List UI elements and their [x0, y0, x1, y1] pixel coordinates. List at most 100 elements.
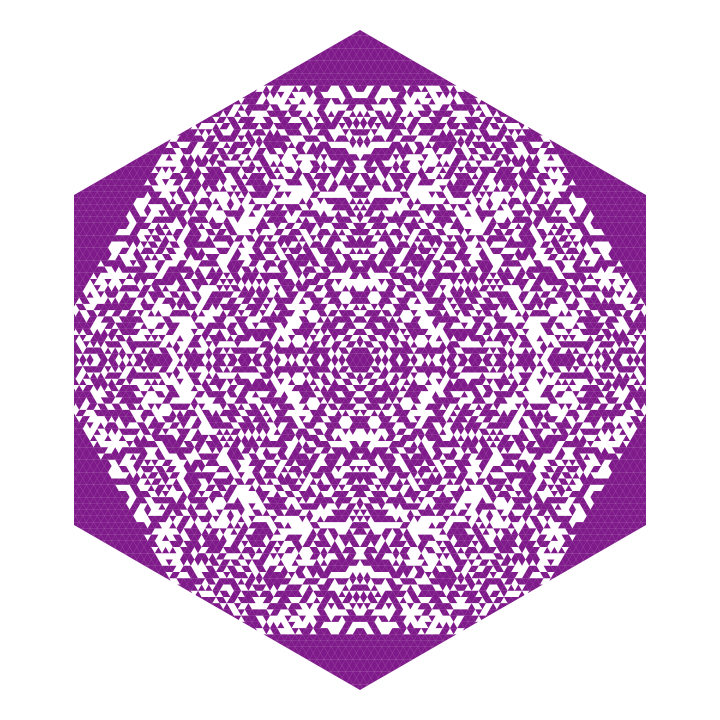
triangle-cell [205, 260, 213, 267]
triangle-cell [309, 335, 317, 342]
triangle-cell [158, 104, 166, 111]
triangle-cell [234, 60, 242, 67]
triangle-cell [486, 197, 494, 205]
triangle-cell [158, 85, 166, 92]
triangle-cell [162, 104, 170, 111]
triangle-cell [291, 154, 299, 161]
triangle-cell [190, 185, 198, 192]
triangle-cell [47, 273, 54, 279]
triangle-cell [626, 260, 634, 267]
triangle-cell [489, 60, 497, 67]
triangle-cell [208, 104, 216, 111]
triangle-cell [554, 260, 562, 267]
triangle-cell [518, 123, 526, 130]
triangle-cell [93, 179, 101, 186]
triangle-cell [388, 42, 396, 49]
triangle-cell [428, 73, 436, 80]
triangle-cell [280, 216, 288, 223]
triangle-cell [608, 166, 616, 173]
triangle-cell [403, 260, 411, 267]
triangle-cell [259, 60, 267, 67]
triangle-cell [619, 235, 627, 242]
triangle-cell [385, 166, 393, 173]
triangle-cell [165, 216, 173, 223]
triangle-cell [280, 123, 288, 130]
triangle-cell [327, 110, 335, 117]
triangle-cell [61, 198, 68, 204]
triangle-cell [414, 30, 422, 36]
triangle-cell [410, 135, 418, 142]
triangle-cell [169, 172, 177, 180]
triangle-cell [594, 135, 602, 142]
triangle-cell [208, 266, 216, 273]
triangle-cell [417, 260, 425, 267]
triangle-cell [244, 48, 252, 55]
triangle-cell [79, 172, 87, 180]
triangle-cell [486, 66, 494, 74]
triangle-cell [298, 54, 306, 61]
triangle-cell [162, 91, 170, 99]
triangle-cell [460, 66, 468, 74]
triangle-cell [90, 229, 98, 236]
triangle-cell [558, 85, 566, 92]
triangle-cell [601, 154, 609, 161]
triangle-cell [356, 135, 364, 142]
triangle-cell [262, 91, 270, 99]
triangle-cell [97, 154, 105, 161]
triangle-cell [540, 116, 548, 124]
triangle-cell [122, 154, 130, 161]
triangle-cell [374, 30, 382, 36]
triangle-cell [640, 191, 646, 198]
triangle-cell [659, 323, 666, 329]
triangle-cell [543, 110, 551, 117]
triangle-cell [421, 73, 429, 80]
triangle-cell [79, 179, 87, 186]
triangle-cell [50, 316, 57, 322]
triangle-cell [259, 129, 267, 136]
triangle-cell [378, 210, 386, 217]
triangle-cell [475, 54, 483, 61]
triangle-cell [144, 141, 152, 148]
triangle-cell [619, 285, 627, 292]
triangle-cell [543, 166, 551, 173]
triangle-cell [147, 110, 155, 117]
triangle-cell [637, 260, 645, 267]
triangle-cell [25, 323, 32, 329]
triangle-cell [136, 185, 144, 192]
triangle-cell [295, 247, 303, 254]
triangle-cell [612, 185, 620, 192]
triangle-cell [108, 135, 116, 142]
triangle-cell [198, 79, 206, 86]
triangle-cell [439, 60, 447, 67]
triangle-cell [241, 60, 249, 67]
triangle-cell [172, 341, 180, 348]
triangle-cell [594, 204, 602, 211]
triangle-cell [140, 266, 148, 273]
triangle-cell [367, 160, 375, 167]
triangle-cell [630, 166, 638, 173]
triangle-cell [370, 42, 378, 49]
triangle-cell [342, 60, 350, 67]
triangle-cell [597, 210, 605, 217]
triangle-cell [43, 285, 50, 291]
triangle-cell [126, 116, 134, 124]
triangle-cell [579, 216, 587, 223]
triangle-cell [648, 279, 655, 285]
triangle-cell [464, 254, 472, 261]
triangle-cell [172, 85, 180, 92]
triangle-cell [684, 316, 691, 322]
triangle-cell [583, 166, 591, 173]
triangle-cell [36, 335, 43, 341]
triangle-cell [93, 204, 101, 211]
triangle-cell [151, 160, 159, 167]
triangle-cell [688, 298, 695, 304]
triangle-cell [406, 204, 414, 211]
triangle-cell [79, 191, 87, 198]
triangle-cell [313, 66, 321, 74]
triangle-cell [291, 60, 299, 67]
triangle-cell [507, 73, 515, 80]
triangle-cell [435, 260, 443, 267]
triangle-cell [428, 235, 436, 242]
triangle-cell [572, 141, 580, 148]
triangle-cell [270, 91, 278, 99]
